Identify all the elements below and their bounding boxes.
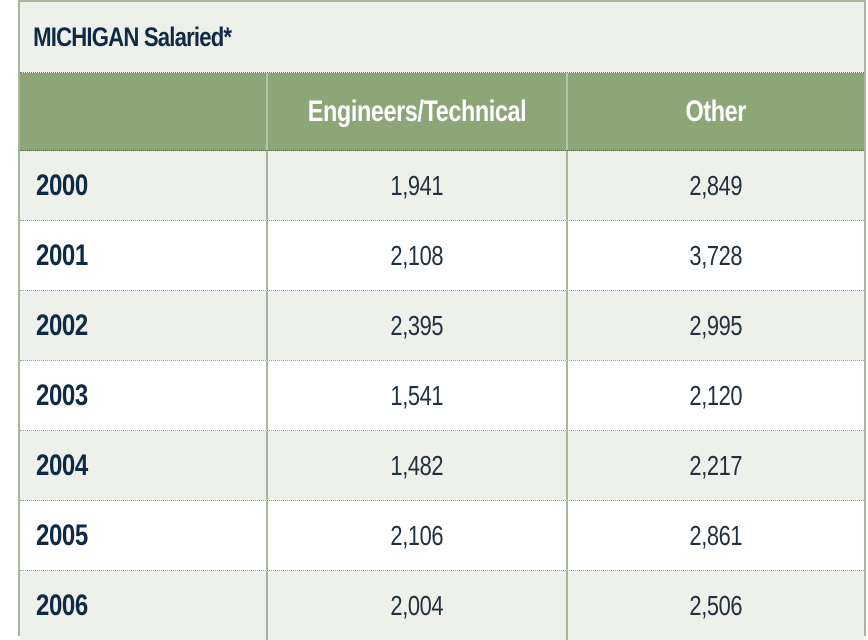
other-value: 2,861 [689,519,743,551]
year-value: 2006 [36,588,88,622]
other-value: 2,120 [689,379,743,411]
other-cell: 2,506 [568,571,864,640]
engineers-technical-cell: 2,004 [268,571,568,640]
engineers-technical-cell: 2,395 [268,291,568,360]
year-cell: 2001 [20,221,268,290]
other-cell: 3,728 [568,221,864,290]
year-cell: 2005 [20,501,268,570]
year-cell: 2003 [20,361,268,430]
year-cell: 2006 [20,571,268,640]
engineers-technical-value: 1,541 [390,379,444,411]
other-cell: 2,217 [568,431,864,500]
engineers-technical-cell: 1,941 [268,151,568,220]
table-row: 2006 2,004 2,506 [20,571,864,640]
header-label-other: Other [685,94,747,128]
table-row: 2000 1,941 2,849 [20,151,864,221]
year-value: 2000 [36,168,88,202]
engineers-technical-cell: 1,541 [268,361,568,430]
engineers-technical-cell: 2,106 [268,501,568,570]
year-cell: 2000 [20,151,268,220]
engineers-technical-value: 2,004 [390,589,444,621]
header-cell-year [20,73,268,150]
other-value: 3,728 [689,239,743,271]
year-value: 2004 [36,448,88,482]
year-cell: 2002 [20,291,268,360]
header-label-engineers-technical: Engineers/Technical [307,94,527,128]
year-value: 2002 [36,308,88,342]
engineers-technical-value: 1,482 [390,449,444,481]
header-cell-other: Other [568,73,864,150]
michigan-salaried-table: MICHIGAN Salaried* Engineers/Technical O… [18,0,866,640]
engineers-technical-value: 2,395 [390,309,444,341]
table-title-row: MICHIGAN Salaried* [20,2,864,73]
table-header-row: Engineers/Technical Other [20,73,864,151]
other-cell: 2,120 [568,361,864,430]
other-cell: 2,849 [568,151,864,220]
table-body: 2000 1,941 2,849 2001 2,108 3,728 2002 2… [20,151,864,640]
engineers-technical-cell: 2,108 [268,221,568,290]
year-cell: 2004 [20,431,268,500]
other-value: 2,506 [689,589,743,621]
other-value: 2,995 [689,309,743,341]
table-row: 2004 1,482 2,217 [20,431,864,501]
table-row: 2005 2,106 2,861 [20,501,864,571]
table-row: 2001 2,108 3,728 [20,221,864,291]
header-cell-engineers-technical: Engineers/Technical [268,73,568,150]
engineers-technical-value: 1,941 [390,169,444,201]
year-value: 2003 [36,378,88,412]
other-cell: 2,861 [568,501,864,570]
other-value: 2,849 [689,169,743,201]
table-title: MICHIGAN Salaried* [33,21,232,52]
engineers-technical-value: 2,106 [390,519,444,551]
year-value: 2005 [36,518,88,552]
table-row: 2002 2,395 2,995 [20,291,864,361]
other-value: 2,217 [689,449,743,481]
year-value: 2001 [36,238,88,272]
other-cell: 2,995 [568,291,864,360]
table-row: 2003 1,541 2,120 [20,361,864,431]
engineers-technical-value: 2,108 [390,239,444,271]
engineers-technical-cell: 1,482 [268,431,568,500]
